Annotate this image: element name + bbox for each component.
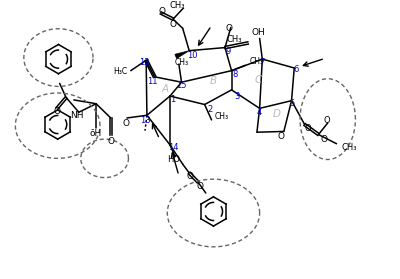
Text: 13: 13 — [140, 116, 151, 125]
Text: CH₃: CH₃ — [249, 57, 263, 66]
Polygon shape — [175, 51, 189, 59]
Text: O: O — [225, 24, 232, 33]
Text: D: D — [273, 109, 281, 119]
Text: ŏH: ŏH — [89, 129, 102, 138]
Text: OH: OH — [252, 28, 265, 37]
Text: 8: 8 — [232, 70, 237, 79]
Text: 12: 12 — [139, 59, 150, 68]
Text: 15: 15 — [176, 81, 187, 90]
Text: O: O — [196, 182, 204, 191]
Text: 1: 1 — [170, 95, 176, 104]
Text: O: O — [54, 107, 60, 116]
Text: 10: 10 — [187, 51, 198, 60]
Text: O: O — [187, 172, 194, 181]
Text: O: O — [324, 116, 330, 125]
Text: 9: 9 — [225, 47, 230, 56]
Text: 5: 5 — [290, 99, 295, 108]
Text: O: O — [107, 136, 114, 146]
Text: 14: 14 — [168, 143, 178, 152]
Text: 6: 6 — [294, 65, 299, 74]
Text: HO: HO — [167, 155, 180, 164]
Text: 11: 11 — [147, 77, 157, 86]
Text: 7: 7 — [259, 58, 264, 67]
Text: O: O — [158, 7, 165, 16]
Text: 3: 3 — [234, 92, 239, 100]
Text: CH₃: CH₃ — [175, 58, 189, 67]
Text: 4: 4 — [257, 109, 262, 117]
Text: CH₃: CH₃ — [170, 1, 186, 10]
Text: 2: 2 — [207, 105, 212, 114]
Text: NH: NH — [70, 111, 84, 120]
Text: O: O — [304, 124, 311, 133]
Text: A: A — [162, 84, 169, 94]
Text: O: O — [170, 20, 176, 29]
Text: H₃C: H₃C — [113, 67, 127, 76]
Text: O: O — [277, 132, 284, 141]
Text: CH₃: CH₃ — [226, 35, 242, 44]
Text: C: C — [255, 74, 262, 85]
Text: B: B — [210, 76, 217, 86]
Text: CH₃: CH₃ — [342, 143, 357, 152]
Text: O: O — [320, 135, 327, 145]
Text: O: O — [123, 119, 130, 128]
Text: CH₃: CH₃ — [215, 112, 229, 121]
